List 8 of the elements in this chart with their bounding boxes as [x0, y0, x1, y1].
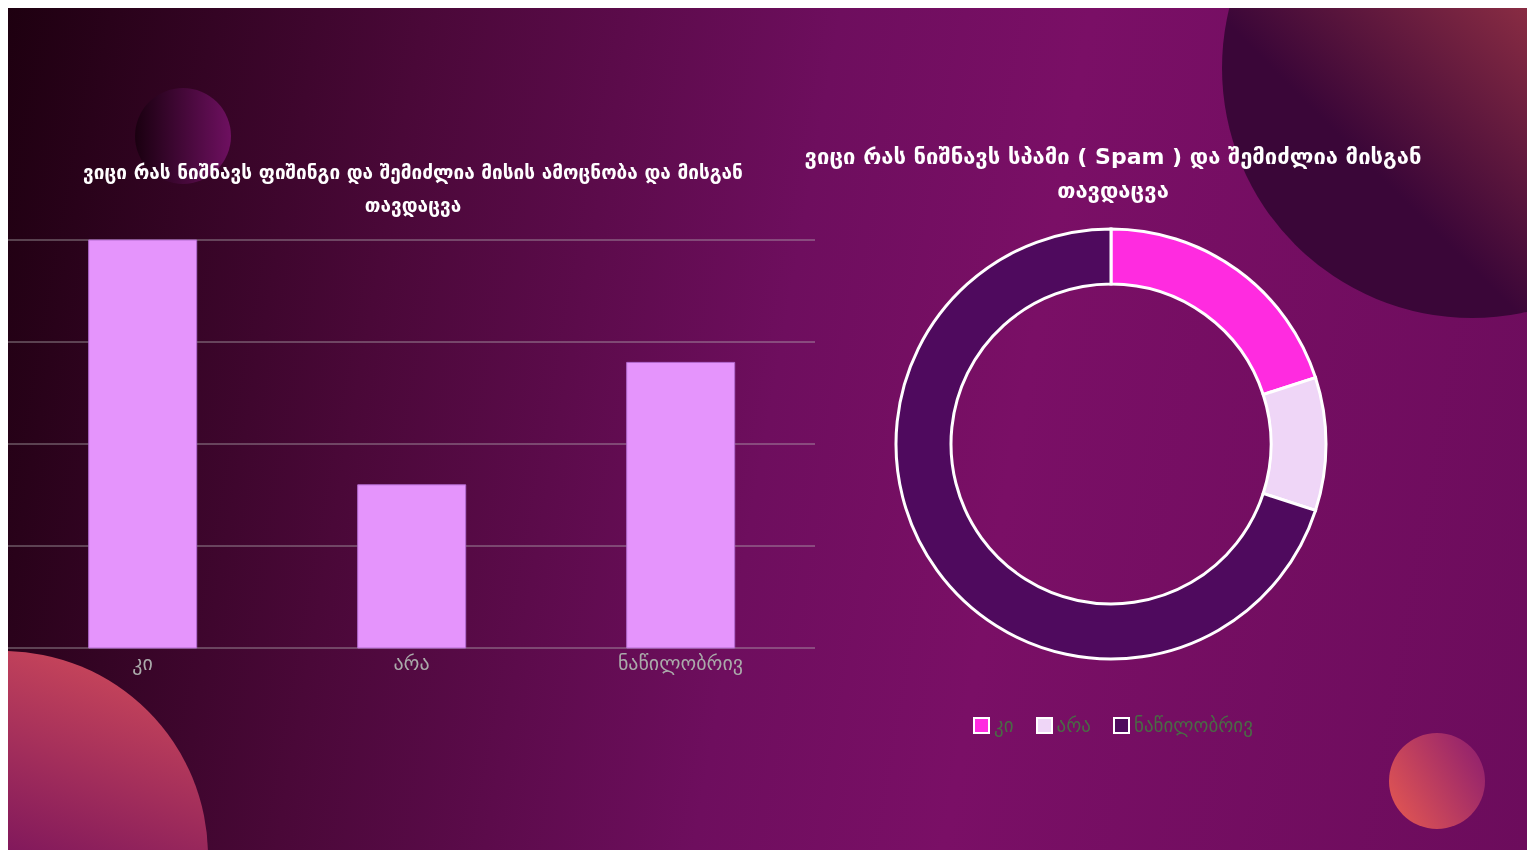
x-tick-label: ნაწილობრივ [617, 651, 744, 676]
chart-title: ვიცი რას ნიშნავს სპამი ( Spam ) და შემიძლია მისგან თავდაცვა [803, 143, 1423, 205]
chart-title: ვიცი რას ნიშნავს ფიშინგი და შემიძლია მისის ამოცნობა და მისგან თავდაცვა [83, 161, 743, 216]
legend-label: ნაწილობრივ [1134, 714, 1253, 736]
x-tick-label: კი [132, 651, 153, 676]
legend-label: არა [1056, 714, 1091, 736]
legend-label: კი [994, 714, 1014, 736]
x-tick-label: არა [393, 651, 430, 676]
